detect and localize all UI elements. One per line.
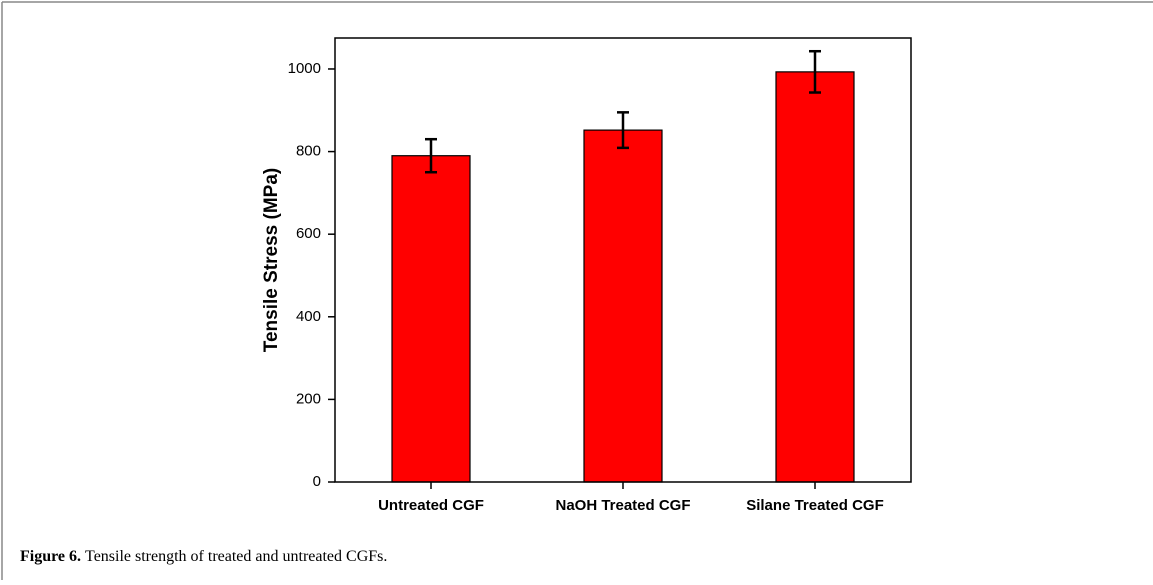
error-bar xyxy=(425,137,437,174)
bar xyxy=(583,129,663,483)
y-tick-label: 400 xyxy=(296,308,321,325)
y-tick-label: 200 xyxy=(296,390,321,407)
error-bar xyxy=(809,49,821,94)
bar xyxy=(775,71,855,483)
caption: Figure 6. Tensile strength of treated and… xyxy=(20,548,387,565)
y-tick-label: 600 xyxy=(296,225,321,242)
y-tick-label: 1000 xyxy=(288,60,321,77)
bar xyxy=(391,155,471,483)
y-tick-label: 800 xyxy=(296,143,321,160)
caption-label: Figure 6. xyxy=(20,548,81,565)
caption-text: Tensile strength of treated and untreate… xyxy=(85,548,387,565)
y-tick-label: 0 xyxy=(313,473,321,490)
plot-frame xyxy=(334,37,912,483)
x-tick-label: Untreated CGF xyxy=(378,497,484,514)
x-tick-label: NaOH Treated CGF xyxy=(555,497,690,514)
x-tick-label: Silane Treated CGF xyxy=(746,497,884,514)
y-axis-label: Tensile Stress (MPa) xyxy=(261,168,282,352)
error-bar xyxy=(617,111,629,150)
